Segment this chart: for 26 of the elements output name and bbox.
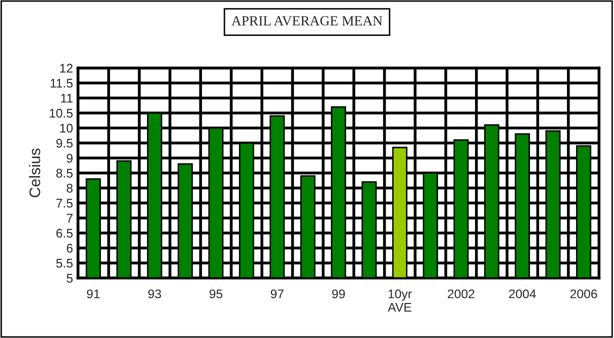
y-tick-label: 11 [61, 94, 73, 103]
x-tick-label: 2004 [509, 289, 536, 298]
y-tick-label: 11.5 [50, 78, 73, 88]
x-tick-label: 10yr AVE [388, 289, 412, 312]
y-tick-label: 7 [66, 214, 73, 223]
x-tick-label: 2002 [448, 289, 474, 298]
y-tick-label: 10.5 [50, 108, 73, 118]
y-tick-label: 7.5 [56, 198, 73, 208]
x-tick-label: 99 [332, 289, 345, 298]
chart-title: APRIL AVERAGE MEAN [232, 16, 382, 26]
y-tick-label: 12 [60, 64, 73, 73]
x-tick-label: 95 [210, 289, 222, 298]
y-tick-label: 8.5 [56, 168, 73, 178]
y-tick-label: 6.5 [56, 228, 73, 238]
y-tick-label: 5 [66, 274, 73, 283]
y-tick-label: 8 [66, 184, 73, 193]
y-tick-label: 10 [60, 124, 73, 133]
x-tick-label: 2006 [570, 289, 598, 298]
y-tick-label: 5.5 [56, 258, 73, 268]
y-axis-title: Celsius [29, 148, 40, 198]
y-tick-label: 9 [66, 154, 73, 163]
x-tick-label: 91 [86, 289, 100, 298]
x-tick-label: 93 [148, 289, 162, 298]
x-tick-label: 97 [270, 289, 284, 298]
y-tick-label: 9.5 [56, 138, 73, 148]
y-tick-label: 6 [66, 244, 73, 253]
